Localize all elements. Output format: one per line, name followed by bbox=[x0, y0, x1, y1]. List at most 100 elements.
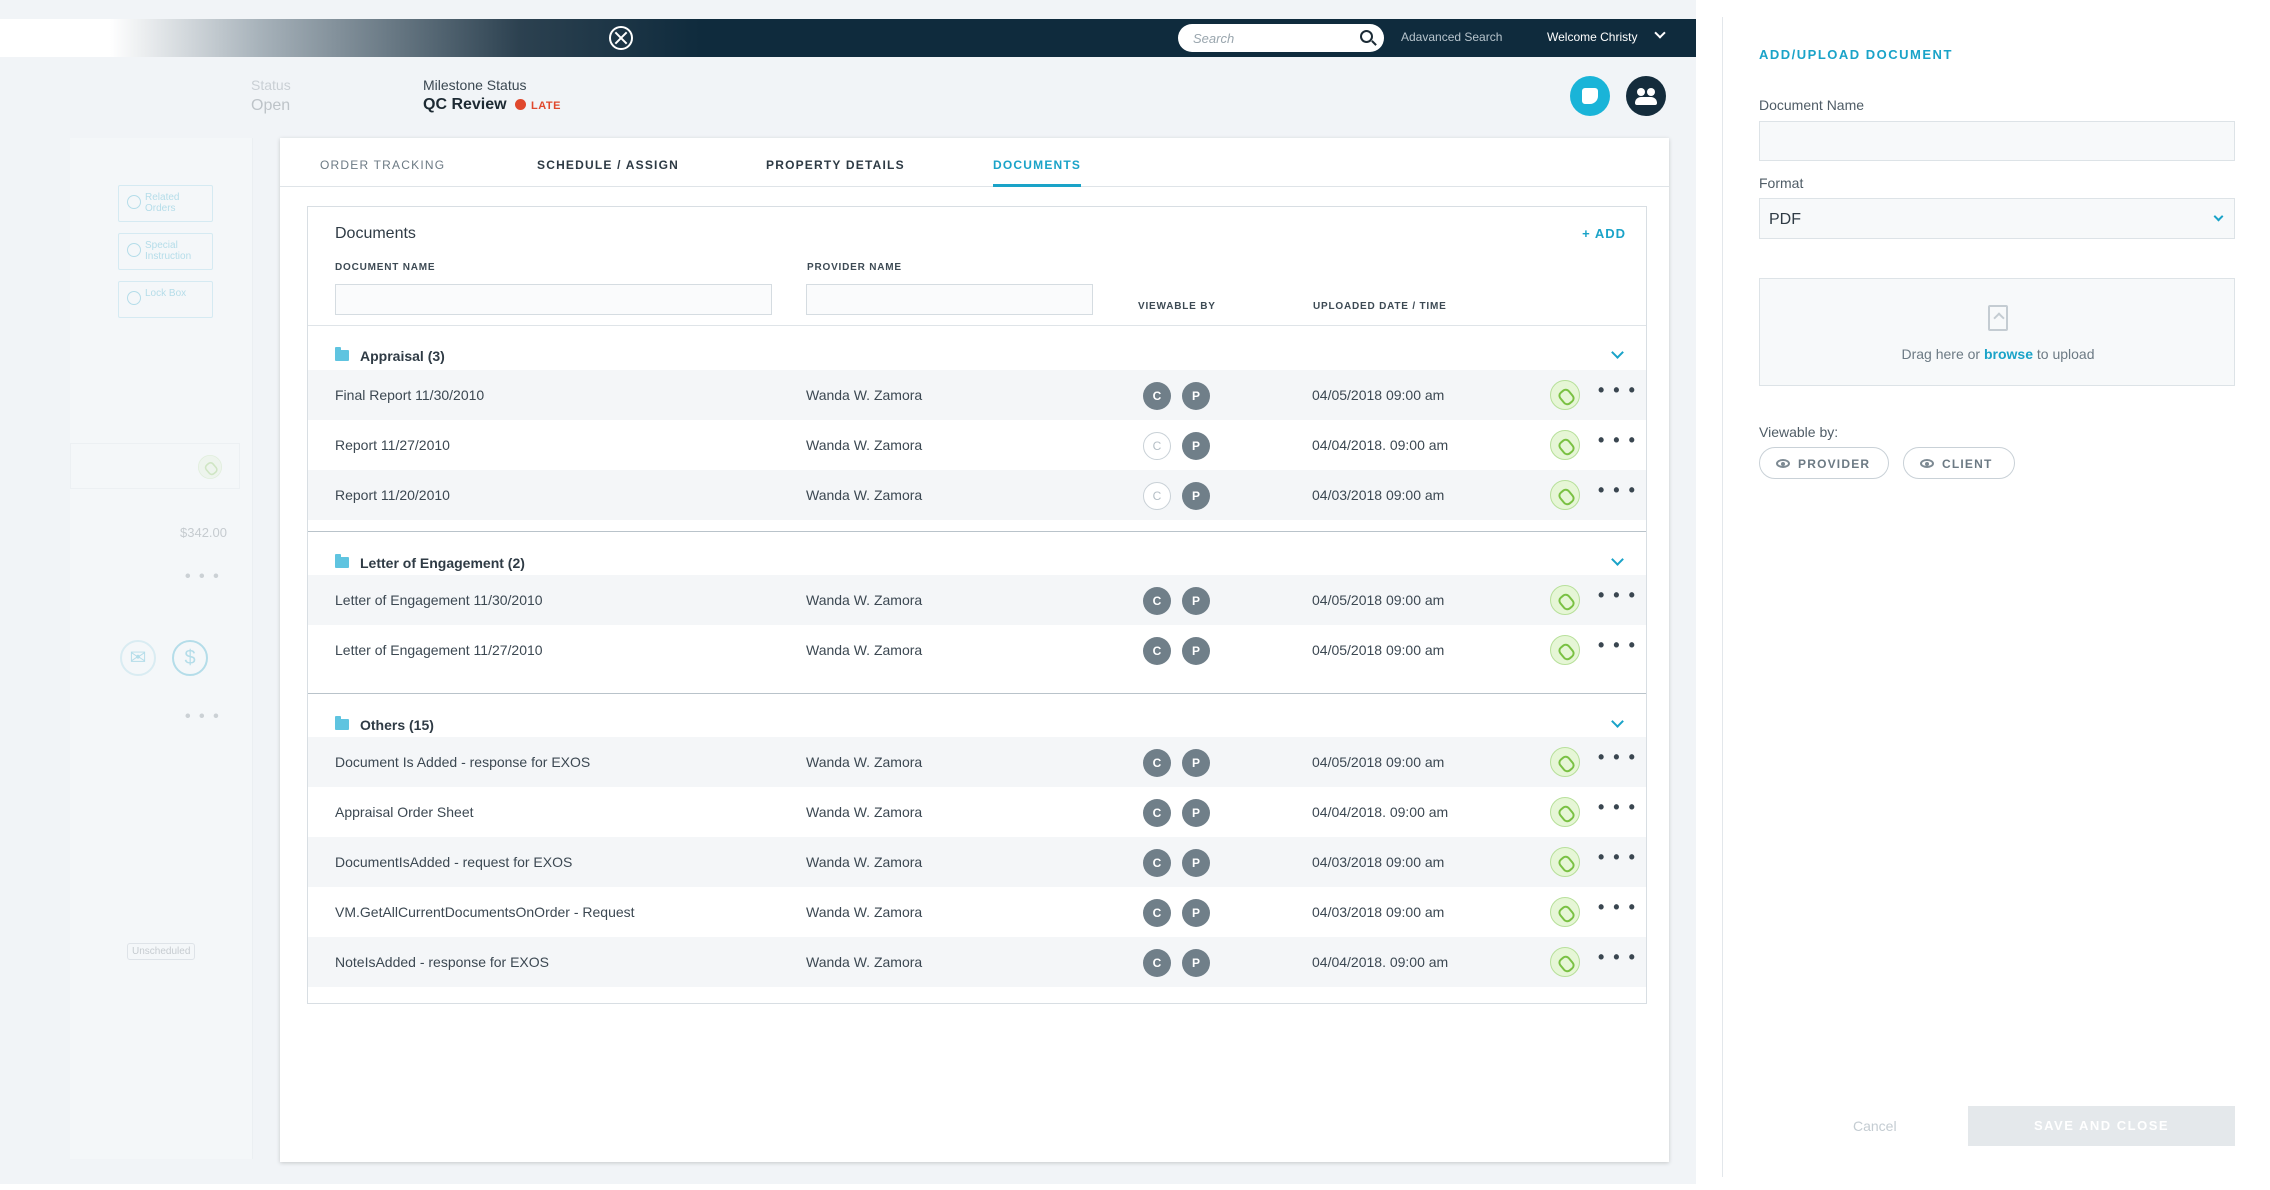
provider-viewable-badge[interactable]: P bbox=[1182, 899, 1210, 927]
upload-drawer: ADD/UPLOAD DOCUMENT Document Name Format… bbox=[1722, 17, 2270, 1177]
chevron-down-icon[interactable] bbox=[1611, 715, 1624, 728]
provider-viewable-badge[interactable]: P bbox=[1182, 949, 1210, 977]
document-name[interactable]: Letter of Engagement 11/30/2010 bbox=[335, 592, 543, 608]
document-name-filter[interactable] bbox=[335, 284, 772, 315]
provider-viewable-badge[interactable]: P bbox=[1182, 849, 1210, 877]
document-name[interactable]: NoteIsAdded - response for EXOS bbox=[335, 954, 549, 970]
add-document-button[interactable]: + ADD bbox=[1582, 226, 1626, 241]
special-instruction-link[interactable]: Special Instruction bbox=[118, 233, 213, 270]
document-name-input[interactable] bbox=[1759, 121, 2235, 161]
table-row[interactable]: Final Report 11/30/2010 Wanda W. Zamora C P… bbox=[308, 370, 1646, 420]
client-viewable-badge[interactable]: C bbox=[1143, 482, 1171, 510]
client-viewable-badge[interactable]: C bbox=[1143, 799, 1171, 827]
more-actions-icon[interactable]: • • • bbox=[1598, 747, 1637, 767]
more-actions-icon[interactable]: • • • bbox=[1598, 380, 1637, 400]
more-actions-icon[interactable]: • • • bbox=[1598, 897, 1637, 917]
document-name[interactable]: DocumentIsAdded - request for EXOS bbox=[335, 854, 573, 870]
tab-schedule-assign[interactable]: SCHEDULE / ASSIGN bbox=[537, 158, 679, 172]
more-actions-icon[interactable]: • • • bbox=[1598, 947, 1637, 967]
tab-documents[interactable]: DOCUMENTS bbox=[993, 158, 1082, 187]
client-viewable-badge[interactable]: C bbox=[1143, 899, 1171, 927]
provider-viewable-badge[interactable]: P bbox=[1182, 382, 1210, 410]
document-name[interactable]: Appraisal Order Sheet bbox=[335, 804, 474, 820]
client-viewable-badge[interactable]: C bbox=[1143, 749, 1171, 777]
paperclip-icon[interactable] bbox=[1550, 897, 1580, 927]
paperclip-icon[interactable] bbox=[1550, 947, 1580, 977]
more-actions-icon[interactable]: • • • bbox=[1598, 797, 1637, 817]
table-row[interactable]: DocumentIsAdded - request for EXOS Wanda … bbox=[308, 837, 1646, 887]
document-name[interactable]: VM.GetAllCurrentDocumentsOnOrder - Reque… bbox=[335, 904, 635, 920]
lock-box-link[interactable]: Lock Box bbox=[118, 281, 213, 318]
tab-property-details[interactable]: PROPERTY DETAILS bbox=[766, 158, 905, 172]
logo-icon[interactable] bbox=[609, 26, 633, 50]
table-row[interactable]: VM.GetAllCurrentDocumentsOnOrder - Reque… bbox=[308, 887, 1646, 937]
more-icon[interactable]: • • • bbox=[185, 708, 221, 725]
paperclip-icon[interactable] bbox=[1550, 380, 1580, 410]
paperclip-icon[interactable] bbox=[1550, 635, 1580, 665]
provider-viewable-badge[interactable]: P bbox=[1182, 799, 1210, 827]
notes-button[interactable] bbox=[1570, 76, 1610, 116]
document-name[interactable]: Report 11/27/2010 bbox=[335, 437, 450, 453]
more-actions-icon[interactable]: • • • bbox=[1598, 585, 1637, 605]
paperclip-icon[interactable] bbox=[1550, 430, 1580, 460]
cancel-button[interactable]: Cancel bbox=[1853, 1118, 1897, 1134]
save-and-close-button[interactable]: SAVE AND CLOSE bbox=[1968, 1106, 2235, 1146]
browse-link[interactable]: browse bbox=[1983, 346, 2033, 362]
provider-viewable-badge[interactable]: P bbox=[1182, 749, 1210, 777]
table-row[interactable]: Letter of Engagement 11/27/2010 Wanda W. … bbox=[308, 625, 1646, 675]
search-input[interactable] bbox=[1178, 24, 1384, 52]
more-actions-icon[interactable]: • • • bbox=[1598, 847, 1637, 867]
more-actions-icon[interactable]: • • • bbox=[1598, 635, 1637, 655]
table-row[interactable]: Report 11/27/2010 Wanda W. Zamora C P 04/04/… bbox=[308, 420, 1646, 470]
document-name[interactable]: Final Report 11/30/2010 bbox=[335, 387, 485, 403]
table-row[interactable]: Report 11/20/2010 Wanda W. Zamora C P 04/03/… bbox=[308, 470, 1646, 520]
table-row[interactable]: Document Is Added - response for EXOS Wan… bbox=[308, 737, 1646, 787]
drawer-title: ADD/UPLOAD DOCUMENT bbox=[1759, 47, 1953, 62]
tab-order-tracking[interactable]: ORDER TRACKING bbox=[320, 158, 446, 172]
related-orders-link[interactable]: Related Orders bbox=[118, 185, 213, 222]
provider-viewable-badge[interactable]: P bbox=[1182, 482, 1210, 510]
document-group[interactable]: Appraisal (3) bbox=[308, 326, 1646, 384]
provider-viewable-badge[interactable]: P bbox=[1182, 637, 1210, 665]
client-viewable-badge[interactable]: C bbox=[1143, 432, 1171, 460]
advanced-search-link[interactable]: Adavanced Search bbox=[1401, 30, 1503, 44]
search-icon[interactable] bbox=[1360, 30, 1373, 43]
paperclip-icon[interactable] bbox=[1550, 797, 1580, 827]
more-icon[interactable]: • • • bbox=[185, 568, 221, 585]
mail-icon[interactable]: ✉ bbox=[120, 640, 156, 676]
user-menu[interactable]: Welcome Christy bbox=[1547, 30, 1638, 44]
uploaded-date: 04/05/2018 09:00 am bbox=[1312, 592, 1445, 608]
table-row[interactable]: Appraisal Order Sheet Wanda W. Zamora C P 04… bbox=[308, 787, 1646, 837]
document-group[interactable]: Letter of Engagement (2) bbox=[308, 533, 1646, 591]
upload-dropzone[interactable]: Drag here or browse to upload bbox=[1759, 278, 2235, 386]
table-row[interactable]: Letter of Engagement 11/30/2010 Wanda W. … bbox=[308, 575, 1646, 625]
client-toggle[interactable]: CLIENT bbox=[1903, 447, 2015, 479]
client-viewable-badge[interactable]: C bbox=[1143, 637, 1171, 665]
more-actions-icon[interactable]: • • • bbox=[1598, 430, 1637, 450]
document-name[interactable]: Letter of Engagement 11/27/2010 bbox=[335, 642, 543, 658]
client-viewable-badge[interactable]: C bbox=[1143, 849, 1171, 877]
provider-viewable-badge[interactable]: P bbox=[1182, 587, 1210, 615]
document-name[interactable]: Document Is Added - response for EXOS bbox=[335, 754, 591, 770]
paperclip-icon[interactable] bbox=[1550, 585, 1580, 615]
document-name[interactable]: Report 11/20/2010 bbox=[335, 487, 450, 503]
provider-name-filter[interactable] bbox=[806, 284, 1093, 315]
team-button[interactable] bbox=[1626, 76, 1666, 116]
provider-toggle[interactable]: PROVIDER bbox=[1759, 447, 1889, 479]
client-viewable-badge[interactable]: C bbox=[1143, 382, 1171, 410]
client-viewable-badge[interactable]: C bbox=[1143, 949, 1171, 977]
format-select[interactable]: PDF bbox=[1759, 198, 2235, 239]
paperclip-icon[interactable] bbox=[1550, 747, 1580, 777]
chevron-down-icon[interactable] bbox=[1611, 553, 1624, 566]
chevron-down-icon[interactable] bbox=[1654, 27, 1666, 39]
client-viewable-badge[interactable]: C bbox=[1143, 587, 1171, 615]
paperclip-icon[interactable] bbox=[1550, 480, 1580, 510]
table-row[interactable]: NoteIsAdded - response for EXOS Wanda W. … bbox=[308, 937, 1646, 987]
more-actions-icon[interactable]: • • • bbox=[1598, 480, 1637, 500]
status-value[interactable]: Open bbox=[251, 97, 291, 114]
paperclip-icon[interactable] bbox=[1550, 847, 1580, 877]
document-group[interactable]: Others (15) bbox=[308, 695, 1646, 753]
dollar-icon[interactable]: $ bbox=[172, 640, 208, 676]
provider-viewable-badge[interactable]: P bbox=[1182, 432, 1210, 460]
chevron-down-icon[interactable] bbox=[1611, 346, 1624, 359]
